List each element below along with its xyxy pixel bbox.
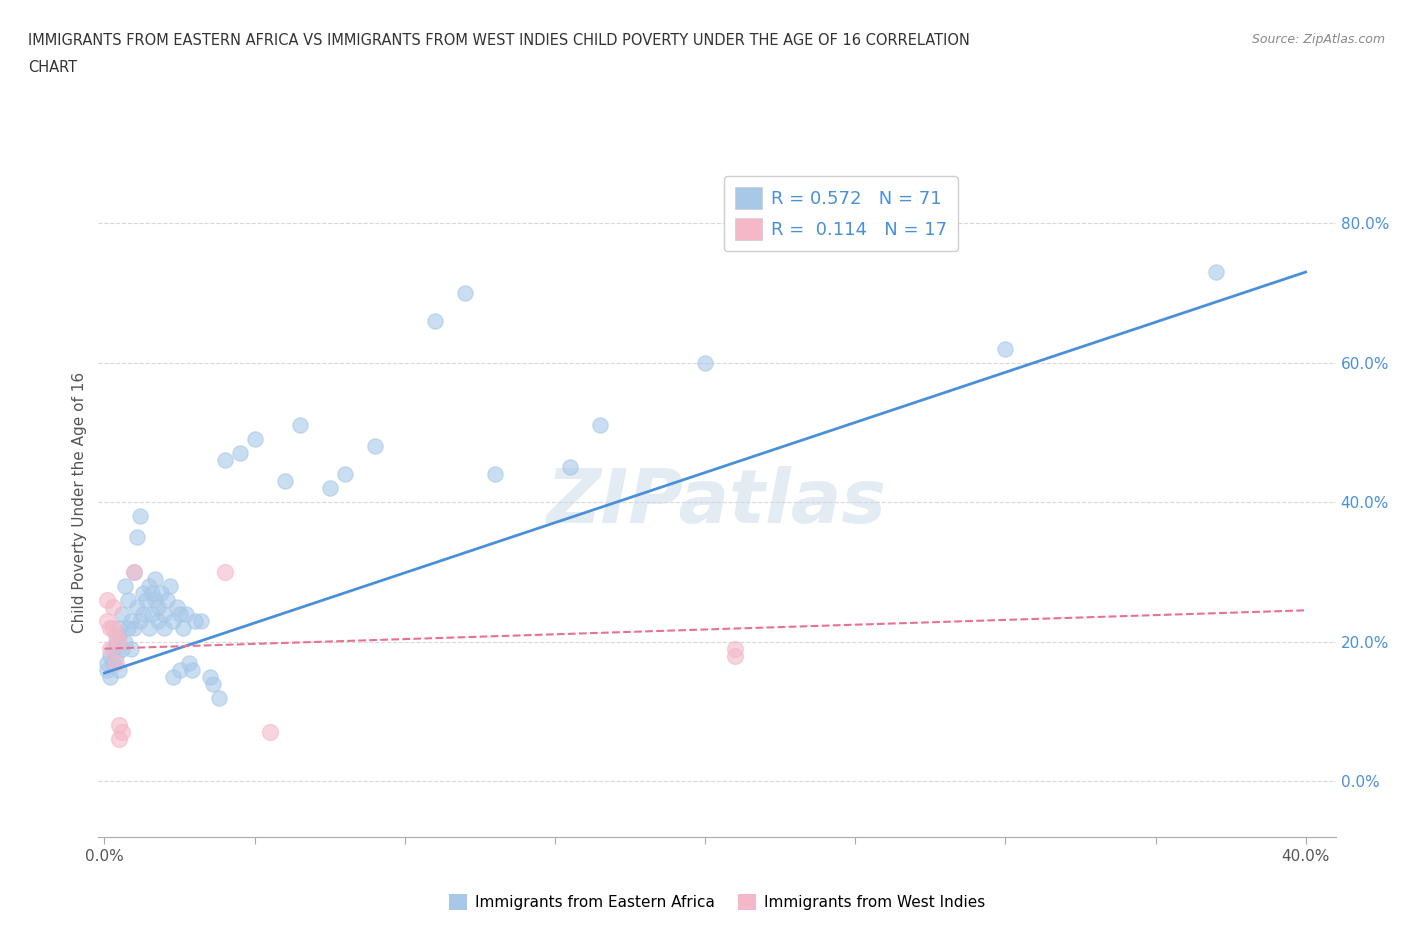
Point [120,642,142,657]
Point [169,606,191,621]
Text: IMMIGRANTS FROM EASTERN AFRICA VS IMMIGRANTS FROM WEST INDIES CHILD POVERTY UNDE: IMMIGRANTS FROM EASTERN AFRICA VS IMMIGR… [28,33,970,47]
Point [259,725,281,740]
Point [103,656,125,671]
Point [423,313,446,328]
Point [724,648,747,663]
Point [114,634,136,649]
Text: CHART: CHART [28,60,77,75]
Point [96,592,118,607]
Point [105,628,128,643]
Point [138,620,160,635]
Point [145,592,167,607]
Point [148,600,170,615]
Point [214,565,236,579]
Point [162,614,184,629]
Point [105,634,128,649]
Point [96,662,118,677]
Point [183,614,205,629]
Point [153,606,176,621]
Point [96,614,118,629]
Point [273,474,295,489]
Point [150,586,173,601]
Text: Source: ZipAtlas.com: Source: ZipAtlas.com [1251,33,1385,46]
Point [105,656,128,671]
Point [124,565,146,579]
Point [994,341,1017,356]
Text: ZIPatlas: ZIPatlas [547,466,887,538]
Point [1205,265,1227,280]
Point [454,286,477,300]
Point [127,530,149,545]
Point [288,418,311,433]
Point [724,642,747,657]
Point [156,592,179,607]
Point [96,656,118,671]
Point [103,600,125,615]
Point [111,606,134,621]
Point [318,481,340,496]
Point [141,606,163,621]
Point [228,446,250,461]
Legend: Immigrants from Eastern Africa, Immigrants from West Indies: Immigrants from Eastern Africa, Immigran… [443,888,991,916]
Point [117,620,139,635]
Point [124,620,146,635]
Point [201,676,224,691]
Point [108,718,131,733]
Point [243,432,266,447]
Point [214,453,236,468]
Point [159,578,181,593]
Point [693,355,716,370]
Point [333,467,356,482]
Point [100,648,122,663]
Point [132,586,155,601]
Point [105,648,128,663]
Point [162,670,184,684]
Point [145,571,167,587]
Point [589,418,612,433]
Y-axis label: Child Poverty Under the Age of 16: Child Poverty Under the Age of 16 [72,372,87,632]
Point [172,620,194,635]
Point [111,642,134,657]
Point [120,614,142,629]
Point [364,439,387,454]
Point [180,662,202,677]
Point [100,670,122,684]
Point [174,606,197,621]
Point [141,586,163,601]
Point [108,662,131,677]
Point [207,690,229,705]
Point [169,662,191,677]
Point [177,656,200,671]
Point [117,592,139,607]
Point [129,509,152,524]
Point [127,600,149,615]
Point [153,620,176,635]
Point [138,578,160,593]
Point [166,600,188,615]
Point [135,592,157,607]
Point [484,467,506,482]
Point [100,642,122,657]
Point [111,725,134,740]
Point [129,614,152,629]
Point [103,620,125,635]
Point [108,634,131,649]
Point [198,670,221,684]
Point [108,732,131,747]
Point [558,460,581,475]
Point [132,606,155,621]
Point [103,642,125,657]
Point [100,620,122,635]
Point [124,565,146,579]
Point [190,614,212,629]
Point [114,578,136,593]
Point [148,614,170,629]
Point [108,620,131,635]
Point [108,628,131,643]
